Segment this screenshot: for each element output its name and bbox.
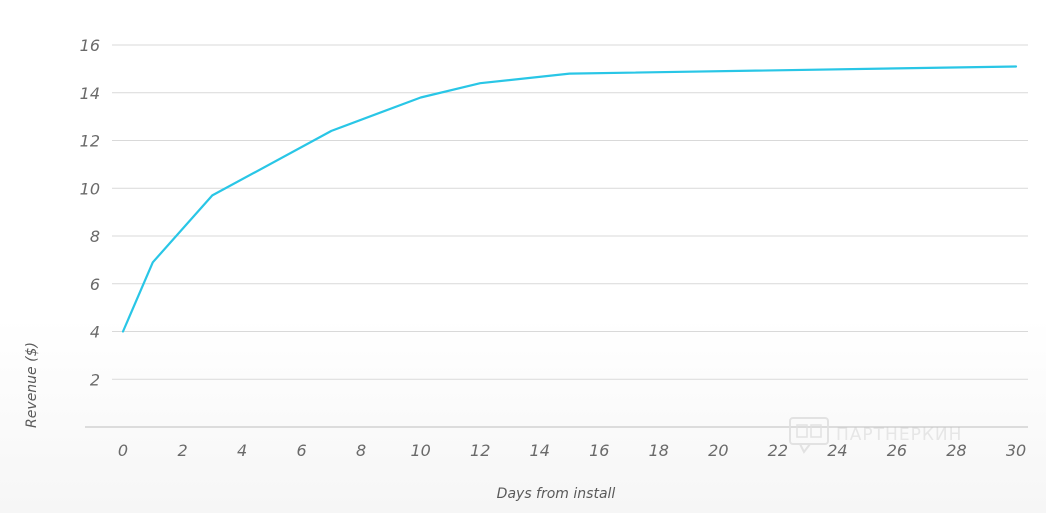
x-tick-label: 4 — [237, 441, 247, 460]
x-tick-label: 10 — [410, 441, 430, 460]
x-tick-label: 20 — [708, 441, 728, 460]
x-tick-label: 8 — [356, 441, 366, 460]
x-tick-label: 22 — [768, 441, 788, 460]
x-axis-label: Days from install — [497, 486, 616, 502]
x-tick-label: 14 — [530, 441, 550, 460]
y-axis-label: Revenue ($) — [24, 342, 40, 428]
y-tick-label: 16 — [80, 36, 100, 55]
series-layer — [123, 66, 1016, 331]
watermark-text: ПАРТНЕРКИН — [836, 425, 962, 445]
y-axis-ticks: 2 4 6 8 10 12 14 16 — [80, 36, 100, 389]
x-tick-label: 0 — [118, 441, 128, 460]
x-tick-label: 16 — [589, 441, 609, 460]
watermark: ПАРТНЕРКИН — [790, 418, 962, 452]
x-tick-label: 12 — [470, 441, 490, 460]
x-tick-label: 2 — [177, 441, 187, 460]
y-tick-label: 10 — [80, 179, 100, 198]
y-tick-label: 4 — [90, 323, 100, 342]
speech-bubble-logo-icon — [790, 418, 828, 452]
y-tick-label: 8 — [90, 227, 100, 246]
x-tick-label: 18 — [649, 441, 669, 460]
y-tick-label: 2 — [90, 370, 100, 389]
y-tick-label: 6 — [90, 275, 100, 294]
y-tick-label: 12 — [80, 132, 100, 151]
x-tick-label: 30 — [1006, 441, 1026, 460]
gridlines — [85, 45, 1028, 427]
x-tick-label: 6 — [297, 441, 307, 460]
series-line-0 — [123, 67, 1016, 332]
y-tick-label: 14 — [80, 84, 100, 103]
